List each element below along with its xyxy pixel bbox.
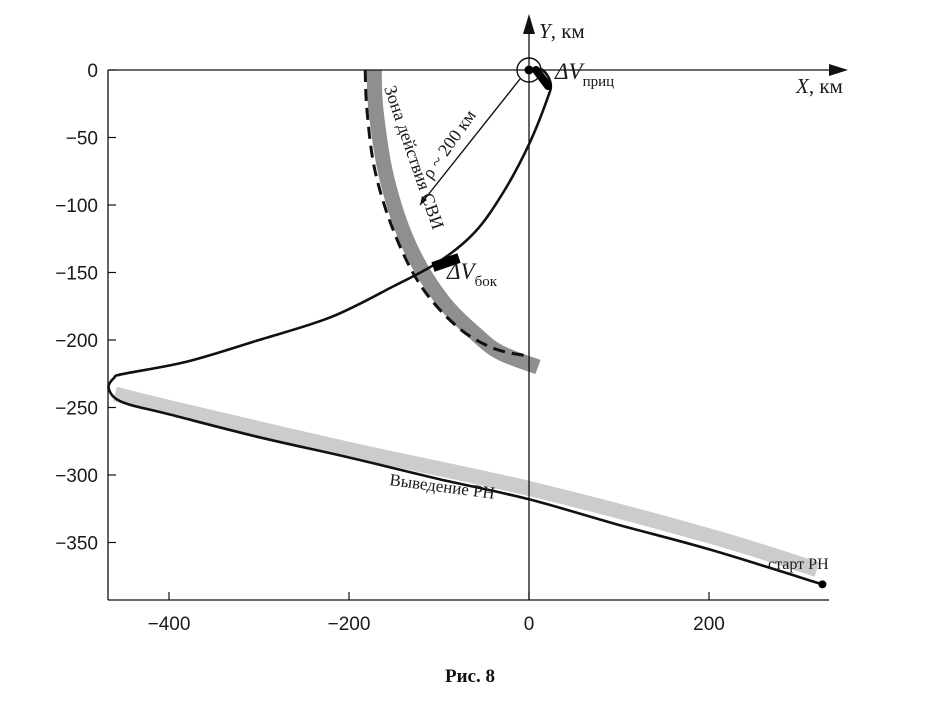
y-tick-label: −350 — [55, 534, 98, 555]
dv-approach-label: ΔVприц — [554, 59, 614, 90]
bands-layer — [113, 69, 820, 577]
trajectory-line — [107, 67, 823, 586]
y-tick-label: −200 — [55, 331, 98, 352]
radius-arrow-line — [419, 78, 521, 206]
band-series-2 — [366, 69, 541, 375]
annotations-layer: X, км Y, км ΔVприц ΔVбок Зона действия С… — [380, 19, 843, 573]
dv-lateral-label: ΔVбок — [446, 259, 498, 290]
x-axis-arrow-icon — [829, 64, 848, 76]
start-label: старт РН — [768, 556, 829, 573]
dv-approach-segment — [532, 66, 552, 90]
target-ring-icon — [516, 57, 542, 83]
y-tick-label: −100 — [55, 196, 98, 217]
x-tick-label: −400 — [148, 614, 191, 635]
y-tick-label: −50 — [66, 129, 98, 150]
trajectory-chart: 0 −50 −100 −150 −200 −250 −300 −350 −400 −200 0 200… — [55, 14, 848, 635]
y-tick-label: −150 — [55, 264, 98, 285]
band-series-1 — [113, 386, 820, 577]
x-tick-label: −200 — [328, 614, 371, 635]
figure-caption: Рис. 8 — [445, 666, 495, 687]
ticks-layer: 0 −50 −100 −150 −200 −250 −300 −350 −400 −200 0 200 — [55, 61, 725, 635]
y-tick-label: −300 — [55, 466, 98, 487]
start-point-marker — [818, 580, 827, 589]
target-dot-icon — [524, 65, 534, 75]
zone-boundary-line — [363, 69, 530, 358]
radius-arrowhead-icon — [420, 196, 427, 205]
x-axis-title: X, км — [795, 74, 843, 98]
radius-label: ρ ~ 200 км — [418, 106, 480, 182]
dv-lateral-segment — [431, 253, 461, 272]
y-tick-label: 0 — [87, 61, 98, 82]
x-tick-label: 0 — [524, 614, 535, 635]
lines-layer — [107, 57, 827, 589]
y-axis-arrow-icon — [523, 14, 535, 34]
y-axis-title: Y, км — [539, 19, 585, 43]
axes-frame — [107, 14, 848, 601]
y-tick-label: −250 — [55, 399, 98, 420]
x-tick-label: 200 — [693, 614, 725, 635]
